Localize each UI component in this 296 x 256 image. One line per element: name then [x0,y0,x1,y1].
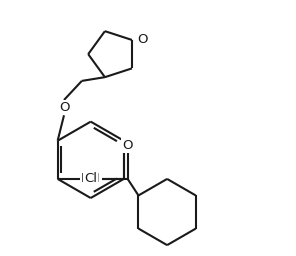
Text: O: O [137,34,147,46]
Text: O: O [123,139,133,152]
Text: Cl: Cl [84,173,97,185]
Text: O: O [59,101,69,114]
Text: NH: NH [81,173,101,185]
